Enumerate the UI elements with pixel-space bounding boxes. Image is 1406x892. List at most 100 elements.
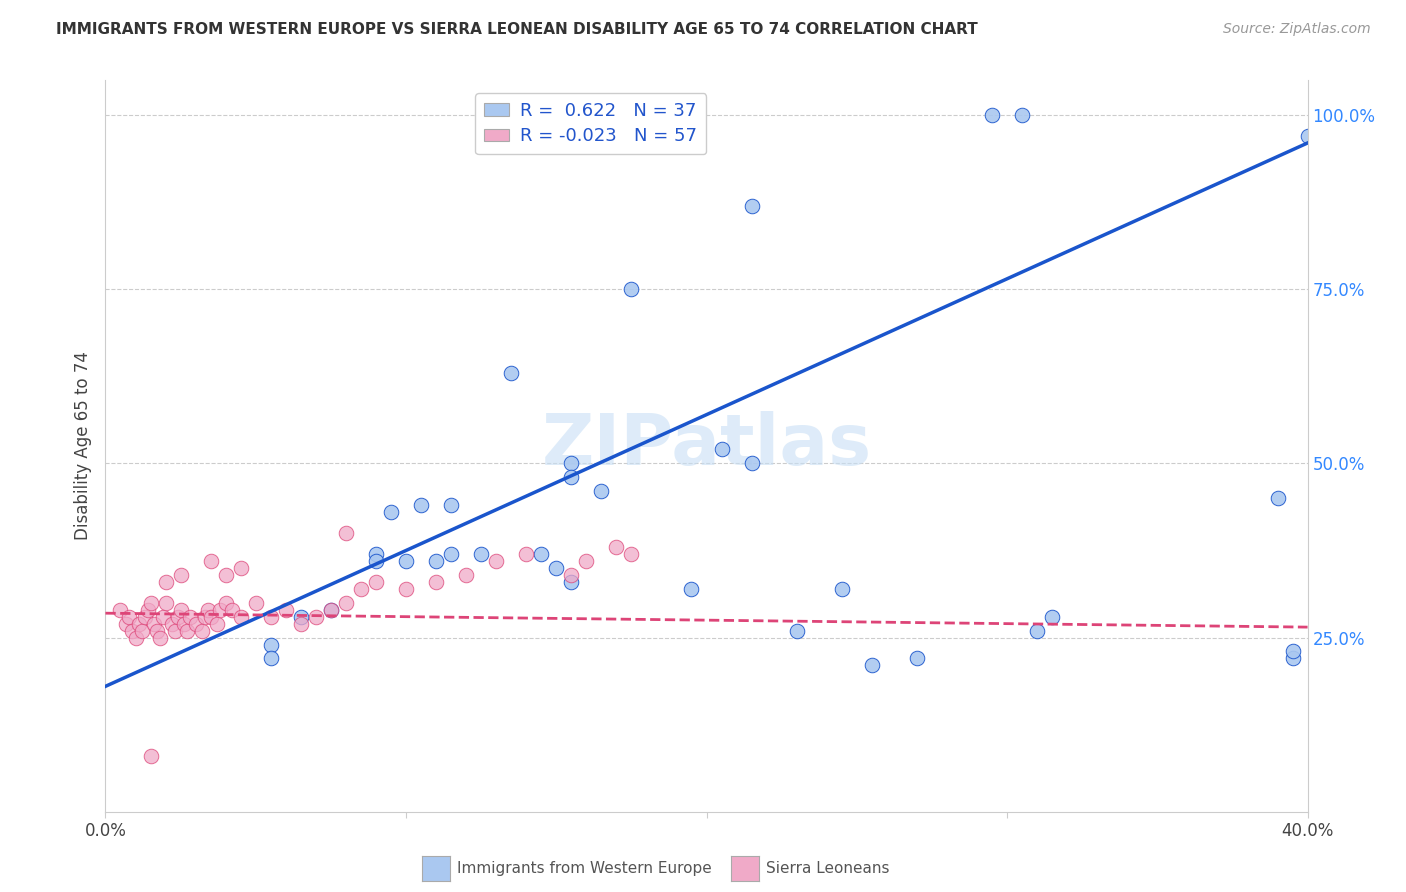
Point xyxy=(245,596,267,610)
Point xyxy=(485,554,508,568)
Point xyxy=(128,616,150,631)
Point xyxy=(364,547,387,561)
Point xyxy=(440,498,463,512)
Point xyxy=(121,624,143,638)
Point xyxy=(1011,108,1033,122)
Point xyxy=(305,609,328,624)
Point xyxy=(741,199,763,213)
Point xyxy=(575,554,598,568)
Point xyxy=(142,616,165,631)
Text: Source: ZipAtlas.com: Source: ZipAtlas.com xyxy=(1223,22,1371,37)
Point xyxy=(1281,644,1303,658)
Point xyxy=(200,554,222,568)
Point xyxy=(1040,609,1063,624)
Point xyxy=(560,567,582,582)
Point xyxy=(395,554,418,568)
Point xyxy=(200,609,222,624)
Point xyxy=(1026,624,1049,638)
Point xyxy=(425,554,447,568)
Point xyxy=(194,609,217,624)
Point xyxy=(364,574,387,589)
Point xyxy=(214,596,236,610)
Point xyxy=(409,498,432,512)
Point xyxy=(290,609,312,624)
Point xyxy=(260,609,283,624)
Point xyxy=(440,547,463,561)
Point xyxy=(134,609,156,624)
Point xyxy=(179,609,201,624)
Y-axis label: Disability Age 65 to 74: Disability Age 65 to 74 xyxy=(73,351,91,541)
Point xyxy=(139,596,162,610)
Point xyxy=(515,547,537,561)
Point xyxy=(350,582,373,596)
Point xyxy=(139,749,162,764)
Point xyxy=(454,567,477,582)
Legend: R =  0.622   N = 37, R = -0.023   N = 57: R = 0.622 N = 37, R = -0.023 N = 57 xyxy=(475,93,706,154)
Point xyxy=(260,651,283,665)
Point xyxy=(208,603,231,617)
Point xyxy=(319,603,342,617)
Point xyxy=(274,603,297,617)
Point xyxy=(1267,491,1289,506)
Point xyxy=(319,603,342,617)
Point xyxy=(530,547,553,561)
Point xyxy=(169,603,191,617)
Point xyxy=(981,108,1004,122)
Point xyxy=(152,609,174,624)
Point xyxy=(1281,651,1303,665)
Point xyxy=(148,631,170,645)
Text: Sierra Leoneans: Sierra Leoneans xyxy=(766,862,890,876)
Point xyxy=(905,651,928,665)
Point xyxy=(425,574,447,589)
Point xyxy=(591,484,613,499)
Point xyxy=(290,616,312,631)
Point xyxy=(190,624,212,638)
Point xyxy=(260,638,283,652)
Point xyxy=(110,603,132,617)
Point xyxy=(205,616,228,631)
Point xyxy=(395,582,418,596)
Point xyxy=(214,567,236,582)
Point xyxy=(560,470,582,484)
Point xyxy=(145,624,167,638)
Point xyxy=(124,631,146,645)
Point xyxy=(681,582,703,596)
Point xyxy=(229,561,252,575)
Point xyxy=(605,540,627,554)
Point xyxy=(163,624,186,638)
Point xyxy=(131,624,153,638)
Point xyxy=(118,609,141,624)
Point xyxy=(335,526,357,541)
Point xyxy=(560,457,582,471)
Point xyxy=(155,596,177,610)
Point xyxy=(620,282,643,296)
Point xyxy=(169,567,191,582)
Point xyxy=(546,561,568,575)
Point xyxy=(560,574,582,589)
Text: ZIPatlas: ZIPatlas xyxy=(541,411,872,481)
Point xyxy=(184,616,207,631)
Point xyxy=(741,457,763,471)
Point xyxy=(620,547,643,561)
Point xyxy=(501,366,523,380)
Point xyxy=(380,505,402,519)
Point xyxy=(335,596,357,610)
Point xyxy=(155,574,177,589)
Text: IMMIGRANTS FROM WESTERN EUROPE VS SIERRA LEONEAN DISABILITY AGE 65 TO 74 CORRELA: IMMIGRANTS FROM WESTERN EUROPE VS SIERRA… xyxy=(56,22,979,37)
Text: Immigrants from Western Europe: Immigrants from Western Europe xyxy=(457,862,711,876)
Point xyxy=(860,658,883,673)
Point xyxy=(364,554,387,568)
Point xyxy=(173,616,195,631)
Point xyxy=(176,624,198,638)
Point xyxy=(1296,128,1319,143)
Point xyxy=(197,603,219,617)
Point xyxy=(160,616,183,631)
Point xyxy=(831,582,853,596)
Point xyxy=(136,603,159,617)
Point xyxy=(221,603,243,617)
Point xyxy=(786,624,808,638)
Point xyxy=(470,547,492,561)
Point xyxy=(166,609,188,624)
Point xyxy=(115,616,138,631)
Point xyxy=(229,609,252,624)
